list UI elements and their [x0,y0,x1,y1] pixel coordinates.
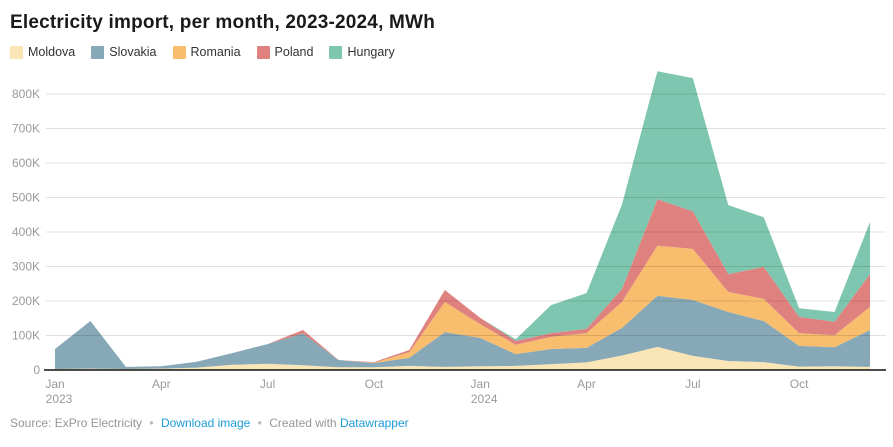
chart-legend: Moldova Slovakia Romania Poland Hungary [10,45,885,59]
legend-item-poland: Poland [256,45,314,59]
x-axis-label: Apr [577,377,596,391]
y-axis-label: 300K [12,260,40,274]
y-axis-label: 200K [12,294,40,308]
y-axis-label: 0 [33,363,40,377]
y-axis-label: 800K [12,87,40,101]
datawrapper-link[interactable]: Datawrapper [339,416,409,430]
legend-item-hungary: Hungary [329,45,395,59]
area-poland [55,199,870,367]
created-with-text: Created with [269,416,337,430]
chart-footer: Source: ExPro Electricity • Download ima… [0,412,893,430]
legend-swatch-poland [256,45,270,59]
separator-dot: • [149,416,154,430]
area-slovakia [55,295,870,369]
area-moldova [55,346,870,370]
x-axis-label: Jan [471,377,490,391]
download-image-link[interactable]: Download image [160,416,251,430]
x-axis-label: Jan [45,377,64,391]
x-axis-label: Jul [685,377,700,391]
x-axis-label: Jul [260,377,275,391]
stacked-area-chart: 0100K200K300K400K500K600K700K800KJan2023… [12,71,886,406]
legend-swatch-hungary [329,45,343,59]
y-axis-label: 100K [12,329,40,343]
x-axis-label: Oct [365,377,384,391]
x-axis-year-label: 2024 [471,392,498,406]
x-axis-label: Apr [152,377,171,391]
y-axis-label: 400K [12,225,40,239]
source-text: Source: ExPro Electricity [10,416,143,430]
x-axis-label: Oct [790,377,809,391]
legend-label: Poland [274,45,314,59]
page-title: Electricity import, per month, 2023-2024… [10,12,435,33]
legend-label: Hungary [347,45,395,59]
legend-swatch-romania [172,45,186,59]
legend-item-slovakia: Slovakia [91,45,157,59]
y-axis-label: 700K [12,122,40,136]
legend-item-moldova: Moldova [10,45,75,59]
separator-dot: • [257,416,262,430]
chart-header: Electricity import, per month, 2023-2024… [0,0,893,59]
legend-swatch-slovakia [91,45,105,59]
legend-label: Moldova [28,45,76,59]
legend-item-romania: Romania [172,45,241,59]
y-axis-label: 500K [12,191,40,205]
y-axis-label: 600K [12,156,40,170]
area-hungary [55,71,870,367]
x-axis-year-label: 2023 [46,392,73,406]
area-romania [55,245,870,367]
legend-swatch-moldova [10,45,23,59]
legend-label: Romania [190,45,241,59]
legend-label: Slovakia [109,45,157,59]
